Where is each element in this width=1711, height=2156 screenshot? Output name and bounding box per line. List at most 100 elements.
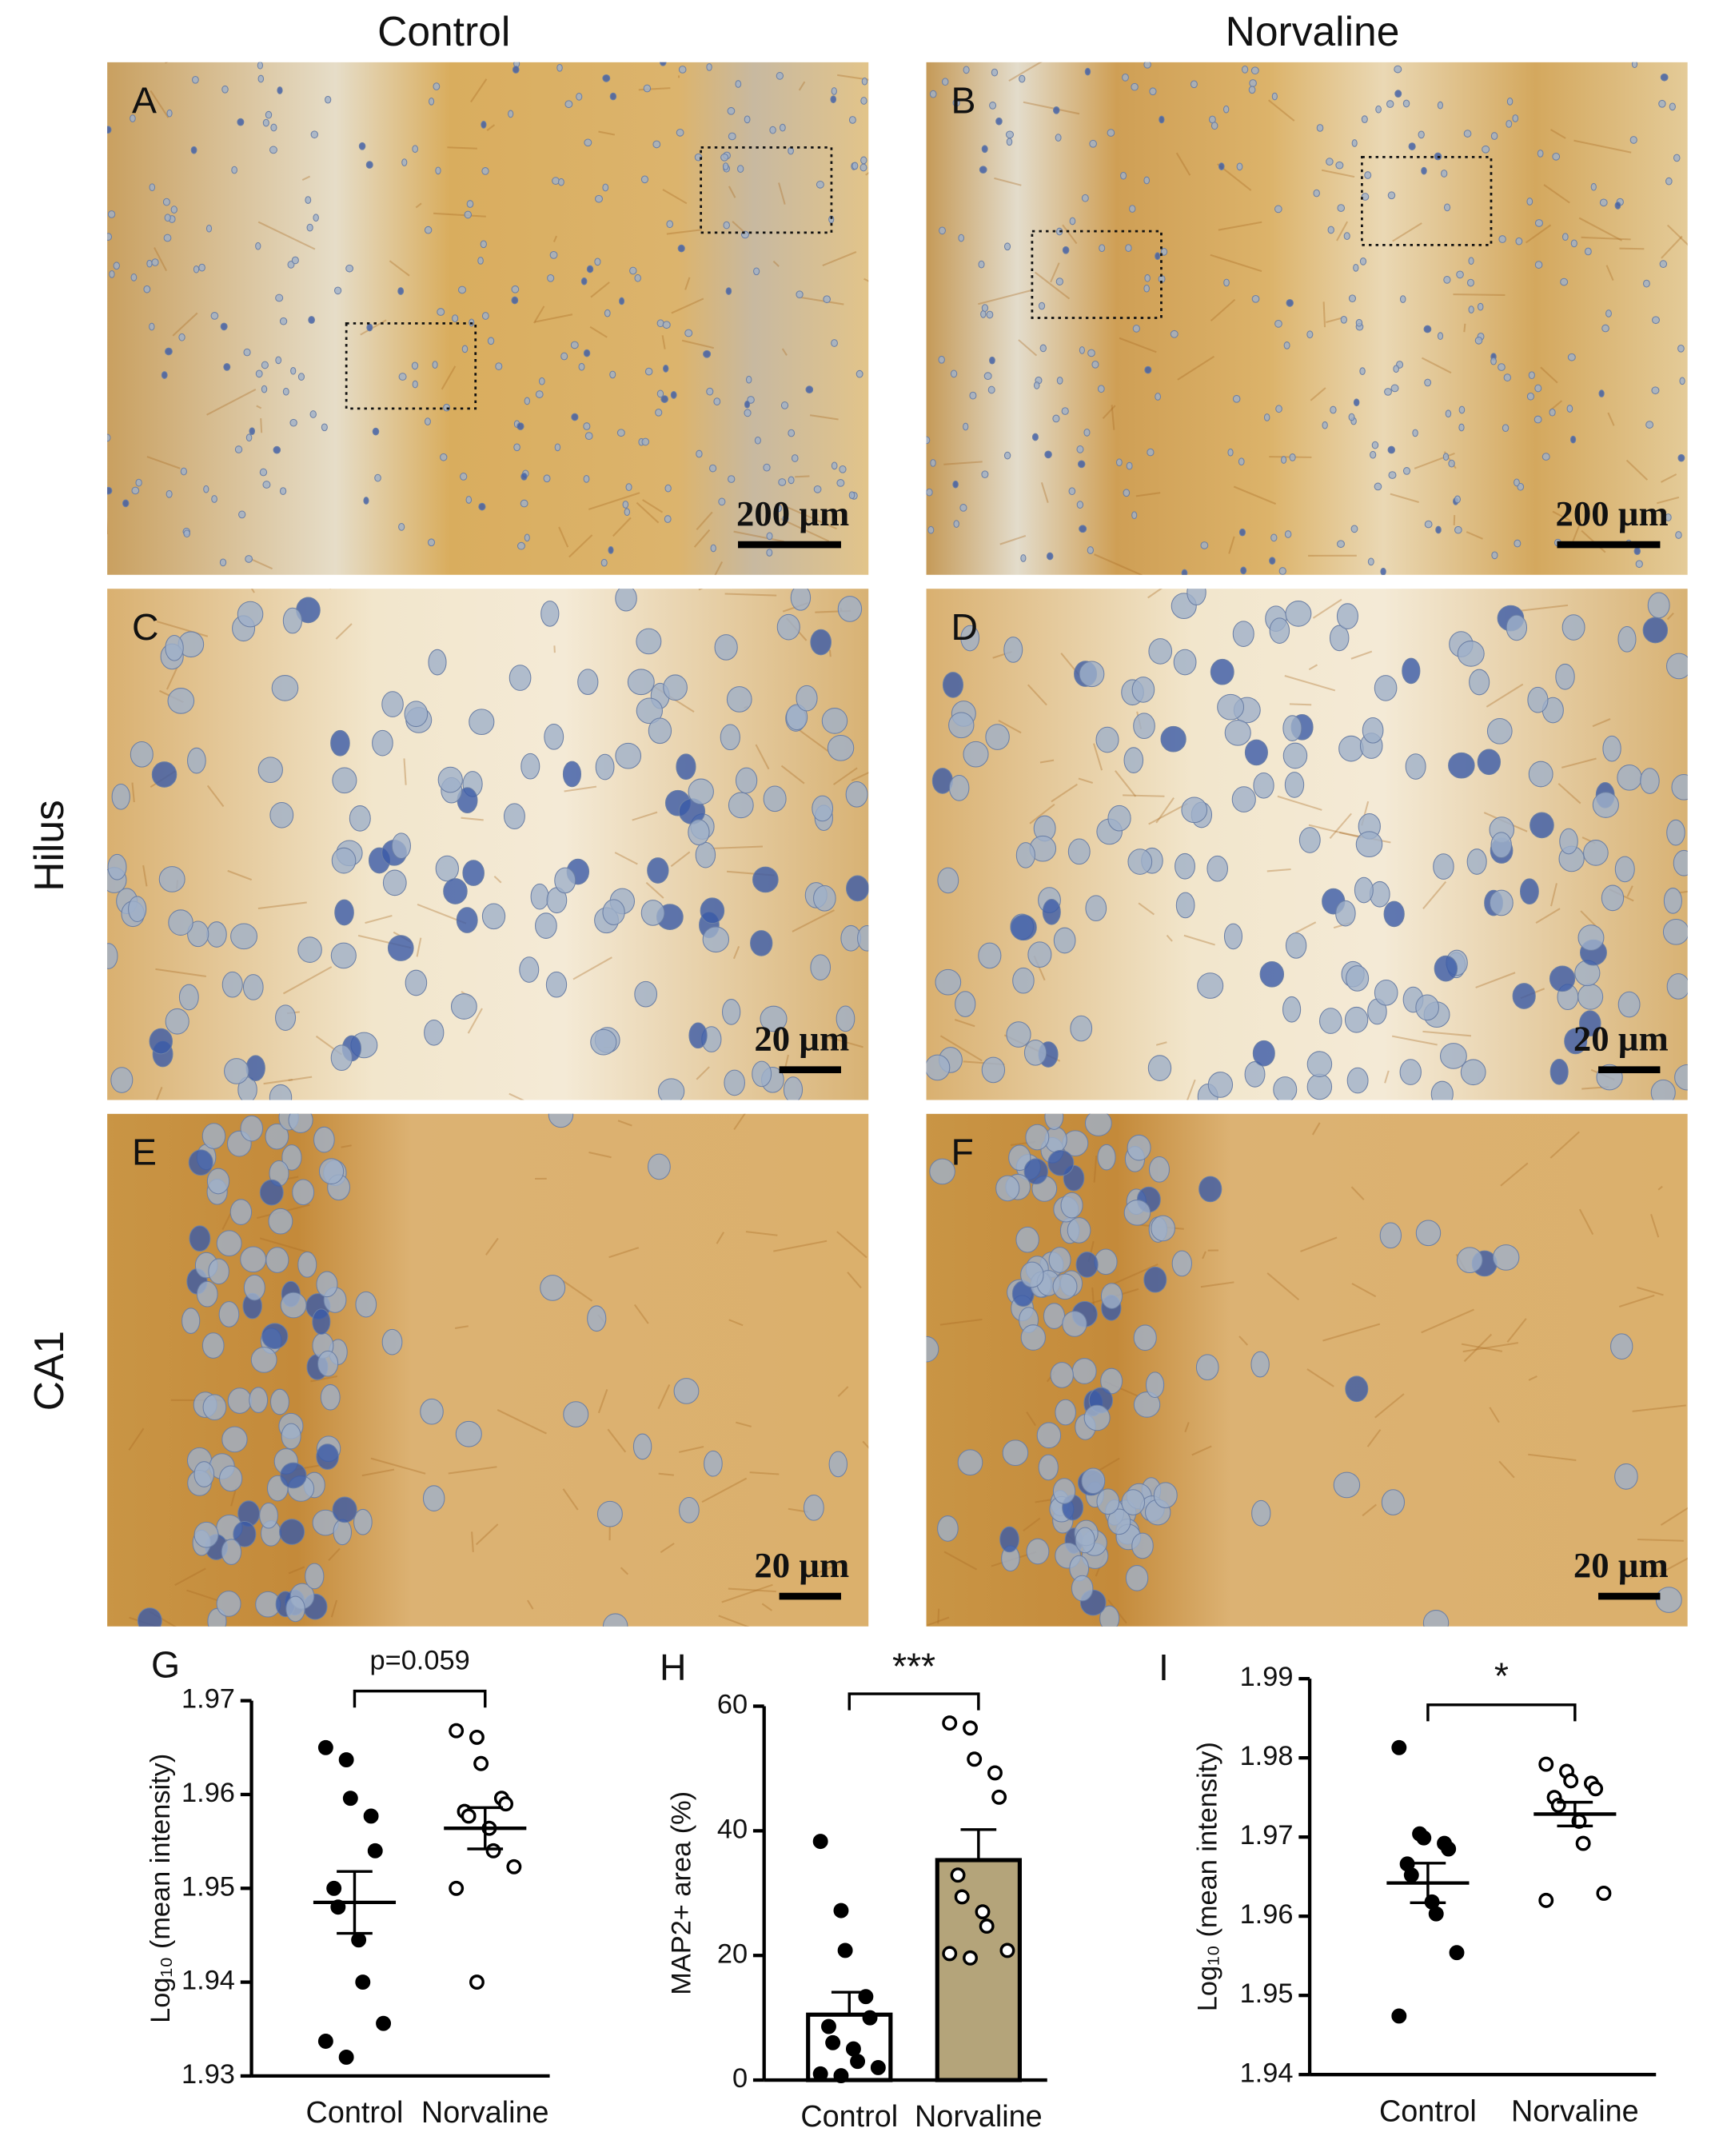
nucleus <box>656 389 664 398</box>
nucleus <box>1614 1463 1638 1490</box>
inset-box <box>1031 230 1163 319</box>
nucleus <box>823 295 831 304</box>
nucleus <box>1062 246 1070 254</box>
nucleus <box>1454 525 1462 534</box>
nucleus <box>1660 73 1669 82</box>
nucleus <box>634 273 641 282</box>
nucleus <box>435 166 441 175</box>
nucleus <box>1549 965 1576 992</box>
nucleus <box>243 1274 265 1301</box>
fiber <box>1329 812 1352 839</box>
fiber <box>1228 536 1235 554</box>
nucleus <box>706 63 712 71</box>
nucleus <box>1422 1610 1450 1627</box>
fiber <box>696 511 713 531</box>
fiber <box>471 1531 474 1552</box>
nucleus <box>596 1500 623 1527</box>
nucleus <box>1085 895 1107 922</box>
data-point <box>975 1904 991 1920</box>
nucleus <box>1671 774 1688 801</box>
data-point <box>845 2041 861 2057</box>
nucleus <box>1099 244 1106 253</box>
data-point <box>376 2015 392 2031</box>
nucleus <box>1281 456 1287 464</box>
nucleus <box>382 869 407 896</box>
fiber <box>1308 664 1318 671</box>
nucleus <box>259 1179 284 1206</box>
nucleus <box>1466 848 1487 875</box>
nucleus <box>1651 316 1660 325</box>
nucleus <box>130 741 154 768</box>
nucleus <box>950 369 958 378</box>
nucleus <box>218 1301 240 1328</box>
nucleus <box>744 115 751 124</box>
nucleus <box>1271 92 1278 101</box>
nucleus <box>1388 471 1397 479</box>
nucleus <box>625 483 632 491</box>
nucleus <box>206 1168 230 1195</box>
nucleus <box>1526 198 1534 206</box>
nucleus <box>1468 257 1474 266</box>
nucleus <box>848 116 856 124</box>
nucleus <box>1095 726 1119 753</box>
fiber <box>1573 139 1632 154</box>
micrograph: B 200 µm <box>926 62 1688 575</box>
panel-letter: D <box>951 606 978 648</box>
nucleus <box>1052 106 1060 114</box>
nucleus <box>1025 1124 1050 1151</box>
nucleus <box>1329 625 1350 652</box>
nucleus <box>1217 693 1245 721</box>
nucleus <box>1123 747 1144 773</box>
nucleus <box>1659 260 1668 268</box>
nucleus <box>1454 495 1461 504</box>
fiber <box>509 1092 525 1100</box>
fiber <box>1580 910 1598 929</box>
nucleus <box>279 1519 305 1545</box>
nucleus <box>183 529 191 538</box>
nucleus <box>440 453 448 461</box>
nucleus <box>1122 73 1129 82</box>
nucleus <box>170 206 177 214</box>
data-point <box>837 1942 853 1958</box>
fiber <box>1311 1122 1321 1136</box>
nucleus <box>644 367 653 376</box>
fiber <box>1051 783 1078 803</box>
fiber <box>1155 1041 1167 1046</box>
nucleus <box>291 256 299 265</box>
nucleus <box>257 62 264 70</box>
nucleus <box>860 97 867 105</box>
fiber <box>1310 387 1326 401</box>
fiber <box>795 475 810 478</box>
nucleus <box>1530 812 1554 839</box>
fiber <box>657 1383 671 1409</box>
scale-bar-label: 20 µm <box>1573 1545 1669 1585</box>
data-point <box>1441 1841 1457 1857</box>
nucleus <box>1133 1324 1157 1351</box>
fiber <box>154 247 168 272</box>
fiber <box>696 1066 710 1080</box>
nucleus <box>766 549 773 557</box>
nucleus <box>619 297 625 305</box>
data-point <box>850 2054 866 2070</box>
nucleus <box>137 1607 162 1627</box>
nucleus <box>1218 162 1225 171</box>
data-point <box>317 1739 333 1755</box>
nucleus <box>374 473 381 482</box>
nucleus <box>432 361 438 369</box>
nucleus <box>1270 533 1278 542</box>
data-point <box>942 1715 958 1731</box>
fiber <box>749 1471 780 1475</box>
fiber <box>461 816 484 821</box>
nucleus <box>664 515 672 523</box>
fiber <box>1351 1283 1377 1298</box>
scale-bar-label: 20 µm <box>1573 1019 1669 1059</box>
nucleus <box>1383 900 1405 928</box>
fiber <box>1552 510 1571 522</box>
fiber <box>832 767 858 785</box>
fiber <box>1463 323 1466 333</box>
fiber <box>1166 934 1173 942</box>
nucleus <box>720 153 729 162</box>
nucleus <box>149 1028 173 1055</box>
data-point <box>950 1867 966 1883</box>
nucleus <box>330 942 357 969</box>
